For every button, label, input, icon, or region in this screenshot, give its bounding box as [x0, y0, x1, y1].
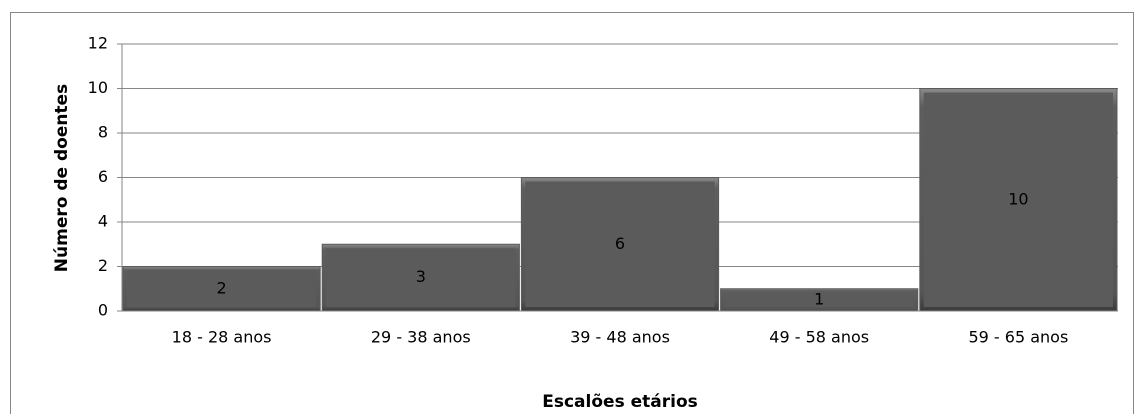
- y-tick-label: 0: [98, 301, 108, 320]
- y-axis-title: Número de doentes: [52, 84, 72, 272]
- bar-face: [923, 92, 1113, 307]
- x-axis-title: Escalões etários: [542, 392, 698, 412]
- data-label: 3: [416, 267, 426, 286]
- x-tick-label: 59 - 65 anos: [968, 328, 1068, 347]
- x-tick-label: 49 - 58 anos: [769, 328, 869, 347]
- data-label: 2: [217, 278, 227, 297]
- y-tick-label: 8: [98, 123, 108, 142]
- chart-frame: [10, 12, 1134, 414]
- x-tick-label: 29 - 38 anos: [371, 328, 471, 347]
- y-tick-label: 2: [98, 256, 108, 275]
- bar-face: [127, 270, 317, 307]
- x-tick-label: 39 - 48 anos: [570, 328, 670, 347]
- y-tick-label: 6: [98, 167, 108, 186]
- data-label: 10: [1008, 189, 1028, 208]
- y-tick-label: 10: [88, 78, 108, 97]
- bar-face: [724, 292, 914, 307]
- bar-face: [326, 248, 516, 307]
- bar-face: [525, 181, 715, 307]
- data-label: 6: [615, 234, 625, 253]
- y-tick-label: 4: [98, 212, 108, 231]
- x-tick-label: 18 - 28 anos: [172, 328, 272, 347]
- y-tick-label: 12: [88, 34, 108, 53]
- data-label: 1: [814, 289, 824, 308]
